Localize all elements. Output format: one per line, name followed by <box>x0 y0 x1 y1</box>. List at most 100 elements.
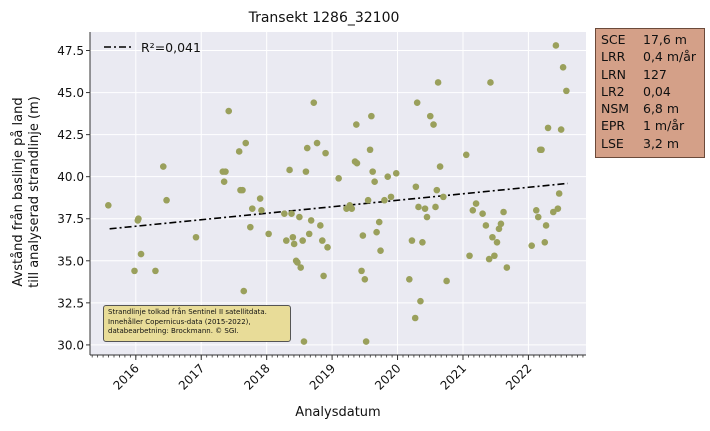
y-tick-label: 45.0 <box>57 86 84 100</box>
data-point <box>408 237 416 244</box>
data-point <box>528 242 535 249</box>
credit-line: Innehåller Copernicus-data (2015-2022), <box>108 317 251 326</box>
trend-line-group <box>109 182 568 230</box>
data-point <box>493 238 501 246</box>
statistics-box: SCE 17,6 m LRR 0,4 m/år LRN 127 LR2 0,04 NSM 6,8 … <box>595 28 705 158</box>
stat-row: LRR 0,4 m/år <box>601 48 699 65</box>
x-axis-label: Analysdatum <box>295 405 380 420</box>
y-axis-label-line2: till analyserad strandlinje (m) <box>27 96 42 288</box>
data-point <box>239 186 246 194</box>
y-tick-label: 47.5 <box>57 44 84 58</box>
x-tick-label: 2016 <box>110 361 141 392</box>
data-point <box>163 196 170 204</box>
stat-value: 17,6 m <box>643 32 687 47</box>
data-point <box>289 233 297 241</box>
data-point <box>534 213 542 221</box>
plot-area <box>90 32 586 355</box>
x-tick-label: 2021 <box>438 361 469 392</box>
data-point <box>225 107 233 115</box>
data-point <box>105 201 112 209</box>
data-point <box>554 205 562 212</box>
data-point <box>392 170 400 177</box>
data-point <box>503 264 511 271</box>
data-point <box>411 314 419 322</box>
data-point <box>443 277 450 285</box>
stat-value: 3,2 m <box>643 135 680 151</box>
credit-line: databearbetning: Brockmann. © SGI. <box>108 327 239 336</box>
data-point <box>500 208 507 216</box>
data-point <box>436 163 444 170</box>
x-tick-label: 2020 <box>372 361 403 392</box>
data-point <box>310 99 318 106</box>
y-tick-label: 35.0 <box>57 254 84 268</box>
x-tick-label: 2022 <box>503 361 534 392</box>
data-point <box>368 112 375 120</box>
data-point <box>541 238 549 246</box>
stat-row: NSM 6,8 m <box>601 100 699 117</box>
data-point <box>433 186 441 194</box>
data-point <box>242 139 250 147</box>
credit-box: Strandlinje tolkad från Sentinel II sate… <box>103 305 291 342</box>
data-point <box>419 238 426 246</box>
data-point <box>440 193 447 201</box>
data-point <box>479 210 486 217</box>
data-point <box>137 250 145 258</box>
data-point <box>406 275 413 283</box>
data-point <box>387 193 395 201</box>
stat-row: LRN 127 <box>601 66 699 83</box>
data-point <box>491 252 498 260</box>
data-point <box>538 146 545 154</box>
data-point <box>265 230 272 238</box>
data-point <box>192 233 200 241</box>
data-point <box>369 168 376 175</box>
chart-title: Transekt 1286_32100 <box>248 10 400 26</box>
data-point <box>358 267 365 275</box>
y-tick-label: 32.5 <box>57 296 84 310</box>
data-point <box>159 163 167 170</box>
legend: R²=0,041 <box>104 40 201 55</box>
data-point <box>353 121 360 128</box>
data-point <box>235 148 243 155</box>
stat-row: EPR 1 m/år <box>601 117 699 134</box>
data-point <box>220 178 228 186</box>
stat-row: LSE 3,2 m <box>601 135 699 152</box>
stat-key: NSM <box>601 101 630 117</box>
data-point <box>364 196 372 204</box>
stat-key: LRR <box>601 49 626 65</box>
data-point <box>432 203 439 211</box>
data-point <box>532 207 540 214</box>
data-point <box>549 208 557 216</box>
y-axis-label-line1: Avstånd från baslinje på land <box>11 97 26 286</box>
data-point <box>335 175 342 182</box>
data-point <box>359 232 367 239</box>
data-point <box>324 244 331 251</box>
data-point <box>290 240 298 248</box>
data-point <box>353 159 361 167</box>
data-point <box>472 200 480 207</box>
x-tick-label: 2017 <box>176 361 207 392</box>
data-point <box>487 79 494 86</box>
x-tick-label: 2018 <box>241 361 272 392</box>
data-point <box>305 230 313 238</box>
data-point <box>152 267 159 275</box>
data-point <box>544 124 552 132</box>
data-point <box>313 139 321 147</box>
data-point <box>542 222 550 229</box>
y-tick-label: 30.0 <box>57 338 84 352</box>
data-point <box>361 275 369 283</box>
data-point <box>415 203 422 211</box>
data-point <box>371 178 378 186</box>
data-point <box>462 151 470 159</box>
data-point <box>294 259 301 266</box>
data-point <box>430 121 437 128</box>
credit-line: Strandlinje tolkad från Sentinel II sate… <box>108 308 267 316</box>
legend-label: R²=0,041 <box>141 40 201 55</box>
data-point <box>222 168 229 175</box>
data-point <box>307 217 315 224</box>
stat-row: SCE 17,6 m <box>601 31 699 48</box>
data-point <box>322 149 329 157</box>
stat-row: LR2 0,04 <box>601 83 699 100</box>
data-point <box>563 87 570 95</box>
data-point <box>300 338 308 345</box>
